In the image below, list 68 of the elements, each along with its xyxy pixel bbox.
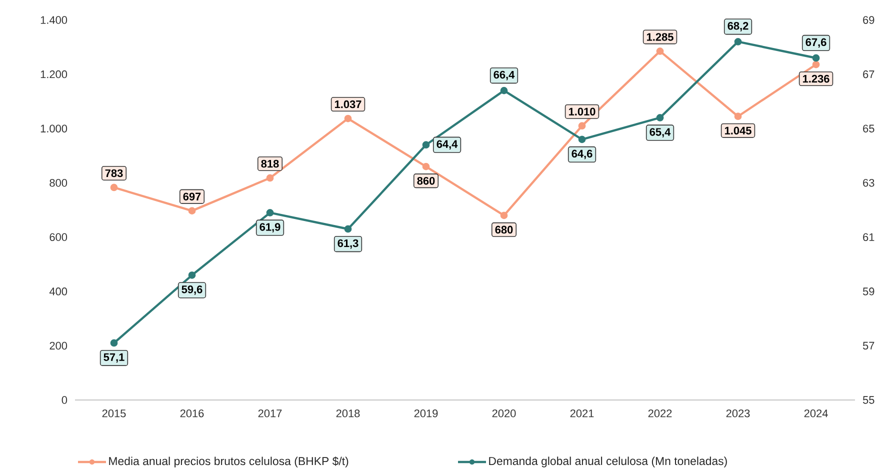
y-tick-label: 400: [49, 288, 68, 296]
y2-tick-label: 57: [862, 342, 874, 350]
point: [812, 54, 820, 62]
x-tick-label: 2020: [492, 410, 516, 418]
point: [500, 86, 508, 94]
data-label: 1.285: [646, 33, 674, 41]
data-label: 57,1: [104, 353, 124, 363]
y-tick-label: 1.000: [40, 124, 68, 132]
y2-tick-label: 61: [863, 233, 874, 242]
y2-tick-label: 63: [863, 178, 874, 187]
data-label: 818: [261, 160, 279, 168]
data-label: 1.010: [568, 108, 596, 116]
point: [812, 60, 820, 68]
point: [344, 114, 352, 122]
point: [266, 174, 274, 182]
x-tick-label: 2021: [570, 410, 594, 418]
x-tick-label: 2024: [804, 410, 828, 418]
data-label: 67,6: [806, 38, 826, 48]
point: [734, 38, 742, 46]
x-tick-label: 2018: [336, 410, 360, 418]
x-tick-label: 2019: [414, 410, 438, 418]
point: [110, 339, 118, 347]
data-label: 783: [105, 169, 123, 178]
data-label: 64,4: [436, 140, 458, 150]
data-label: 61,3: [338, 239, 358, 249]
data-label: 64,6: [572, 150, 592, 160]
point: [656, 114, 664, 122]
data-label: 1.045: [724, 126, 752, 134]
data-label: 66,4: [494, 70, 515, 80]
y2-tick-label: 65: [863, 124, 874, 132]
point: [422, 162, 430, 170]
y-tick-label: 600: [50, 233, 68, 242]
point: [110, 184, 118, 192]
x-tick-label: 2017: [258, 410, 282, 418]
data-label: 1.037: [334, 100, 362, 108]
y-tick-label: 0: [62, 396, 68, 404]
legend-label: Demanda global anual celulosa (Mn toneladas): [489, 456, 727, 468]
point: [734, 112, 742, 120]
point: [422, 141, 430, 149]
point: [188, 271, 196, 279]
x-tick-label: 2022: [648, 410, 672, 418]
point: [188, 207, 196, 214]
data-label: 680: [495, 226, 513, 234]
data-label: 68,2: [728, 22, 748, 32]
x-tick-label: 2016: [180, 410, 204, 418]
data-label: 697: [183, 192, 201, 200]
point: [344, 225, 352, 233]
point: [578, 136, 586, 144]
legend-label: Media anual precios brutos celulosa (BHKP $/t): [109, 456, 348, 468]
x-tick-label: 2023: [726, 410, 750, 418]
y-tick-label: 200: [50, 342, 68, 350]
point: [500, 212, 508, 220]
y2-tick-label: 55: [862, 396, 874, 404]
data-label: 59,6: [182, 286, 202, 295]
y2-tick-label: 67: [863, 70, 874, 78]
data-label: 65,4: [650, 128, 671, 138]
data-label: 61,9: [260, 223, 280, 232]
y-tick-label: 1.200: [40, 70, 68, 78]
y2-tick-label: 59: [862, 288, 874, 296]
point: [656, 48, 664, 55]
point: [266, 209, 274, 216]
data-label: 860: [417, 176, 435, 185]
y2-tick-label: 69: [863, 16, 874, 24]
y-tick-label: 800: [50, 178, 68, 187]
data-label: 1.236: [802, 74, 830, 83]
y-tick-label: 1.400: [40, 16, 68, 24]
x-tick-label: 2015: [102, 410, 126, 418]
point: [578, 122, 586, 130]
